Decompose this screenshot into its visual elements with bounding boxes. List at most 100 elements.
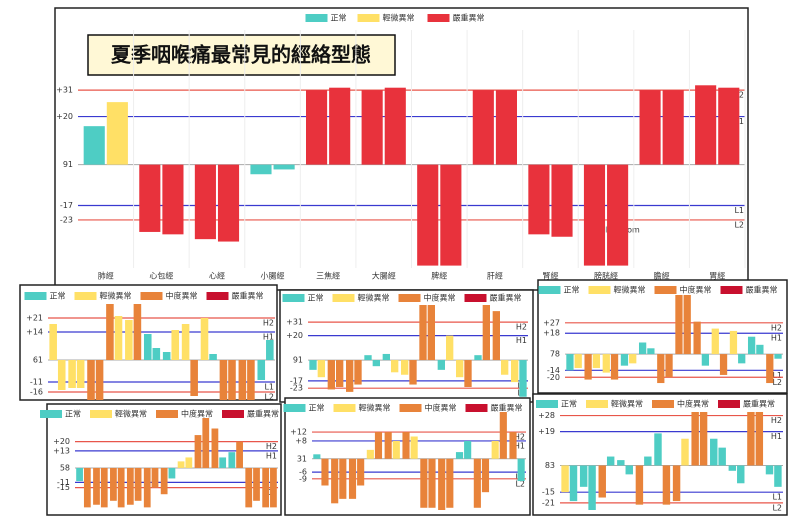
legend-swatch <box>464 294 487 302</box>
legend-label: 輕微異常 <box>100 291 132 301</box>
bar <box>162 164 184 235</box>
bar <box>339 458 347 499</box>
bar <box>464 440 472 459</box>
y-tick-label: +27 <box>543 318 560 327</box>
bar <box>519 360 527 397</box>
bar <box>583 164 606 266</box>
bar <box>336 360 344 387</box>
y-tick-label: +12 <box>290 428 307 437</box>
bar <box>160 467 168 495</box>
legend-label: 嚴重異常 <box>491 403 523 413</box>
bar <box>354 360 362 385</box>
bar <box>662 465 671 505</box>
bar <box>737 465 745 484</box>
reference-label: H2 <box>514 433 525 442</box>
bar <box>481 458 490 493</box>
legend-label: 中度異常 <box>181 409 213 419</box>
reference-label: H1 <box>514 441 525 450</box>
reference-label: L2 <box>734 220 744 229</box>
bar <box>329 87 351 165</box>
bar <box>662 90 684 165</box>
bar <box>675 295 683 355</box>
x-tick-label: 肝經 <box>487 271 503 281</box>
legend-swatch <box>282 294 305 302</box>
bar <box>693 321 701 355</box>
legend-swatch <box>652 400 674 408</box>
title-box <box>87 34 396 76</box>
bar <box>106 304 114 360</box>
bar <box>76 360 85 388</box>
bar <box>756 344 764 355</box>
bar <box>574 354 582 368</box>
x-tick-label: 肺經 <box>98 271 114 281</box>
legend-label: 正常 <box>65 410 81 419</box>
chart-frame <box>279 289 534 403</box>
legend-label: 嚴重異常 <box>743 399 775 409</box>
y-tick-label: -15 <box>57 483 70 492</box>
bar <box>774 465 782 487</box>
y-tick-label: -11 <box>57 478 70 487</box>
bar <box>681 438 689 466</box>
y-tick-label: +31 <box>286 318 303 327</box>
y-tick-label: +31 <box>56 86 73 95</box>
bar <box>68 360 76 388</box>
bar <box>728 465 737 471</box>
bar <box>629 354 637 364</box>
bar <box>499 412 507 459</box>
bar <box>247 360 255 400</box>
bar <box>152 348 161 360</box>
bar <box>200 318 209 360</box>
y-tick-label: +20 <box>56 112 73 121</box>
reference-label: L2 <box>515 479 525 488</box>
bar <box>464 360 472 387</box>
bar <box>348 458 357 499</box>
reference-label: L1 <box>264 383 274 392</box>
legend-label: 正常 <box>308 294 324 303</box>
bar <box>774 354 782 359</box>
bar <box>372 360 380 367</box>
bar <box>331 458 339 504</box>
bar <box>584 354 592 380</box>
bar <box>701 354 710 366</box>
legend-label: 嚴重異常 <box>746 285 778 295</box>
x-tick-label: 脾經 <box>431 271 447 281</box>
bar <box>143 467 151 508</box>
bar <box>654 433 662 466</box>
bar <box>711 328 719 355</box>
bar <box>473 458 481 508</box>
bar <box>83 467 91 508</box>
y-tick-label: -6 <box>299 468 307 477</box>
bar <box>401 360 409 375</box>
bar <box>617 460 625 466</box>
bar <box>718 87 740 165</box>
x-tick-label: 膽經 <box>654 271 670 281</box>
bar <box>83 126 105 165</box>
bar <box>384 87 406 165</box>
bar <box>620 354 629 366</box>
bar <box>209 354 217 360</box>
bar <box>569 465 578 502</box>
bar <box>364 355 372 361</box>
legend-swatch <box>427 14 450 22</box>
legend-label: 正常 <box>561 400 577 409</box>
bar <box>228 360 236 400</box>
chart-title: 夏季咽喉痛最常見的經絡型態 <box>111 43 371 67</box>
x-tick-label: 腎經 <box>542 271 558 281</box>
bar <box>579 465 588 487</box>
bar <box>139 164 161 232</box>
bar <box>440 164 462 266</box>
bar <box>561 465 569 493</box>
legend-label: 輕微異常 <box>358 293 390 303</box>
bar <box>455 452 464 459</box>
bar <box>657 354 665 384</box>
bar <box>644 456 652 466</box>
bar <box>49 324 57 360</box>
bar <box>606 456 615 466</box>
legend-label: 嚴重異常 <box>453 13 485 23</box>
reference-label: L1 <box>772 493 782 502</box>
bar <box>219 457 227 468</box>
bar <box>598 465 606 498</box>
x-tick-label: 三焦經 <box>316 271 340 281</box>
bar <box>710 438 718 466</box>
bar <box>428 458 436 508</box>
